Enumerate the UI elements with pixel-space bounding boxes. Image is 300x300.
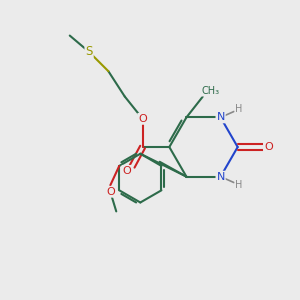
Text: N: N [216,172,225,182]
Text: S: S [85,45,93,58]
Text: O: O [122,166,131,176]
Text: N: N [216,112,225,122]
Text: H: H [235,180,243,190]
Text: O: O [138,114,147,124]
Text: CH₃: CH₃ [201,86,219,96]
Text: O: O [264,142,273,152]
Text: H: H [235,104,243,114]
Text: O: O [106,187,115,197]
